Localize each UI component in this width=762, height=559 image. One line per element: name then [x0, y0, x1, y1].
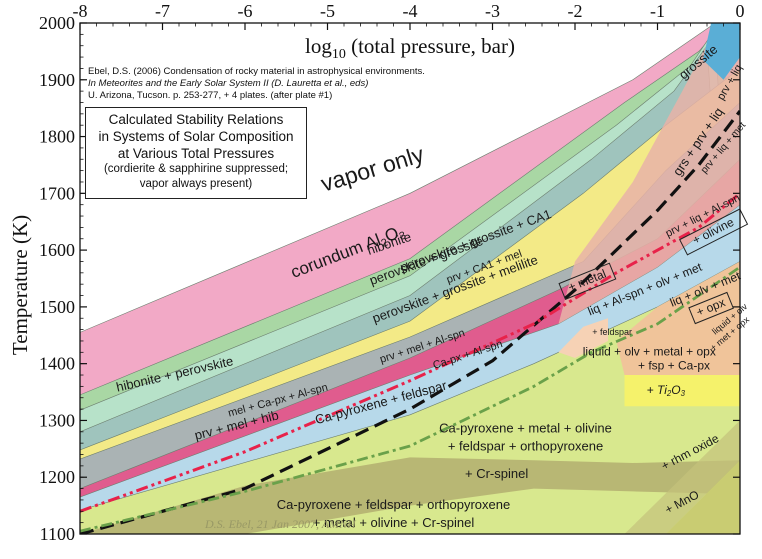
info-line-3: at Various Total Pressures: [117, 146, 275, 161]
y-tick-label: 1300: [39, 410, 75, 430]
label-box: [679, 208, 749, 256]
info-line-1: Calculated Stability Relations: [108, 112, 284, 127]
info-line-5: vapor always present): [139, 178, 253, 190]
citation: Ebel, D.S. (2006) Condensation of rocky …: [88, 66, 448, 102]
field-liquid: [558, 28, 740, 324]
field-rhm-oxide: [624, 420, 740, 534]
x-tick-label: -4: [403, 1, 418, 21]
x-axis-title-sub: 10: [332, 47, 346, 62]
x-tick-label: -8: [73, 1, 88, 21]
y-tick-label: 1700: [39, 183, 75, 203]
field-ti2o3: [624, 375, 740, 407]
label-box: [688, 291, 734, 325]
region-label-group: + feldspar: [592, 327, 632, 337]
citation-line-2: In Meteorites and the Early Solar System…: [88, 78, 369, 89]
x-axis-title-main: log: [305, 34, 332, 58]
y-tick-label: 1100: [40, 524, 75, 544]
citation-line-1: Ebel, D.S. (2006) Condensation of rocky …: [88, 66, 425, 77]
region-label-group: liquid + olv + metal + opx: [583, 344, 716, 358]
y-tick-label: 1200: [39, 467, 75, 487]
x-tick-label: -3: [485, 1, 500, 21]
y-axis-ticks: 1100 1200 1300 1400 1500 1600 1700 1800 1900 2000: [39, 13, 740, 544]
region-label: liquid + olv + metal + opx: [583, 344, 716, 358]
region-label-group: + metal + olivine + Cr-spinel: [313, 515, 475, 530]
region-label-group: + fsp + Ca-px: [638, 359, 710, 373]
y-tick-label: 1800: [39, 127, 75, 147]
opx-line: [80, 265, 740, 533]
field-grossite-blue: [702, 23, 740, 80]
x-tick-label: -7: [155, 1, 170, 21]
x-axis-title-rest: (total pressure, bar): [346, 34, 515, 58]
x-tick-label: -5: [320, 1, 335, 21]
region-label-group: + feldspar + orthopyroxene: [448, 439, 603, 454]
region-label-group: Ca-pyroxene + metal + olivine: [439, 420, 612, 435]
x-tick-label: -6: [238, 1, 253, 21]
info-line-2: in Systems of Solar Composition: [98, 129, 294, 144]
x-tick-label: 0: [736, 1, 745, 21]
field-mno: [665, 460, 740, 534]
region-label-group: + Ti2O3: [647, 383, 686, 398]
olivine-line: [80, 192, 740, 513]
field-liquid-feldspar: [616, 261, 740, 375]
field-liquid-tip: [558, 318, 608, 358]
region-label: Ca-pyroxene + metal + olivine: [439, 420, 612, 435]
region-label: Ca-pyroxene + feldspar + orthopyroxene: [277, 497, 510, 512]
region-label: + fsp + Ca-px: [638, 359, 710, 373]
y-tick-label: 1500: [39, 297, 75, 317]
x-axis-ticks: -8 -7 -6 -5 -4 -3 -2 -1 0: [73, 1, 745, 30]
y-axis-title: Temperature (K): [8, 215, 32, 355]
region-label: + feldspar + orthopyroxene: [448, 439, 603, 454]
y-tick-label: 1900: [39, 70, 75, 90]
citation-line-3: U. Arizona, Tucson. p. 253-277, + 4 plat…: [88, 90, 333, 101]
y-tick-label: 1600: [39, 240, 75, 260]
x-tick-label: -1: [650, 1, 665, 21]
x-tick-label: -2: [568, 1, 583, 21]
region-label: + Ti2O3: [647, 383, 686, 398]
y-tick-label: 1400: [39, 354, 75, 374]
region-label: + metal + olivine + Cr-spinel: [313, 515, 475, 530]
info-line-4: (cordierite & sapphirine suppressed;: [103, 163, 289, 175]
y-tick-label: 2000: [39, 13, 75, 33]
label-box: [558, 262, 617, 300]
region-label: + Cr-spinel: [465, 466, 528, 481]
region-label-group: Ca-pyroxene + feldspar + orthopyroxene: [277, 497, 510, 512]
field-cr-spinel: [80, 457, 740, 534]
condensation-lines: [80, 110, 740, 534]
region-label-group: + Cr-spinel: [465, 466, 528, 481]
info-box: Calculated Stability Relations in System…: [85, 107, 307, 199]
x-axis-title: log10 (total pressure, bar): [305, 34, 515, 62]
region-label: + feldspar: [592, 327, 632, 337]
watermark: D.S. Ebel, 21 Jan 2007, AMNH: [204, 517, 357, 531]
